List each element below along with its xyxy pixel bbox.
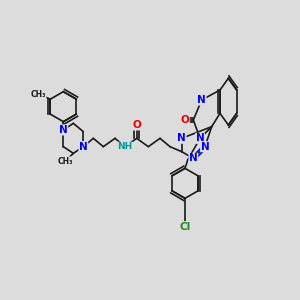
Text: N: N (177, 133, 186, 143)
Text: N: N (201, 142, 209, 152)
Text: N: N (196, 133, 204, 143)
Text: CH₃: CH₃ (31, 90, 46, 99)
Text: N: N (197, 95, 206, 105)
Text: N: N (59, 125, 68, 135)
Text: Cl: Cl (179, 222, 191, 232)
Text: O: O (181, 115, 189, 125)
Text: N: N (79, 142, 88, 152)
Text: N: N (189, 153, 198, 163)
Text: CH₃: CH₃ (58, 157, 73, 166)
Text: NH: NH (117, 142, 133, 151)
Text: O: O (132, 120, 141, 130)
